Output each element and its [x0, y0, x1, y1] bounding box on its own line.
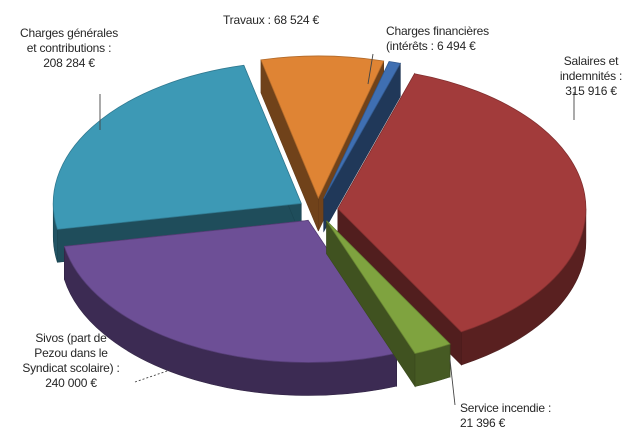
leader-line: [449, 359, 456, 406]
label-sivos: Sivos (part de Pezou dans le Syndicat sc…: [22, 331, 120, 390]
pie-slice-salaires: [337, 72, 587, 366]
leader-line: [367, 53, 374, 85]
label-charges-financieres: Charges financières (intérêts : 6 494 €: [386, 24, 489, 53]
leader-line: [134, 369, 171, 383]
label-charges-generales: Charges générales et contributions : 208…: [20, 26, 118, 70]
pie-slice-sivos: [63, 219, 398, 396]
label-service-incendie: Service incendie : 21 396 €: [460, 401, 552, 430]
label-salaires: Salaires et indemnités : 315 916 €: [559, 54, 623, 98]
pie-slice-service-incendie: [326, 219, 451, 388]
pie-slice-charges-financieres: [323, 61, 401, 233]
label-travaux: Travaux : 68 524 €: [223, 13, 320, 27]
